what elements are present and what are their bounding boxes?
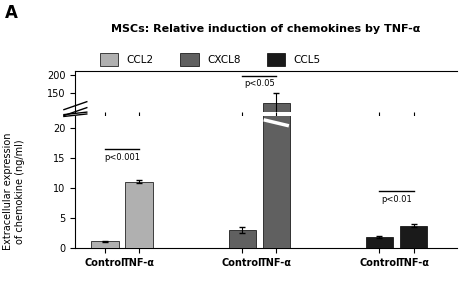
Bar [125, 145, 153, 150]
Bar [228, 149, 256, 150]
Text: A: A [5, 4, 17, 22]
Bar [366, 237, 393, 248]
Bar [366, 149, 393, 150]
Title: MSCs: Relative induction of chemokines by TNF-α: MSCs: Relative induction of chemokines b… [112, 24, 421, 34]
Text: Extracellular expression
of chemokine (ng/ml): Extracellular expression of chemokine (n… [3, 133, 25, 250]
Bar [125, 182, 153, 248]
Bar [91, 241, 119, 248]
Text: p<0.05: p<0.05 [244, 79, 275, 88]
Bar [400, 226, 427, 248]
Text: p<0.01: p<0.01 [381, 195, 412, 204]
Bar [262, 104, 290, 150]
Bar [262, 0, 290, 248]
Text: p<0.001: p<0.001 [104, 153, 140, 162]
Bar [91, 149, 119, 150]
Bar [400, 148, 427, 150]
Legend: CCL2, CXCL8, CCL5: CCL2, CXCL8, CCL5 [100, 53, 321, 66]
Bar [228, 230, 256, 248]
